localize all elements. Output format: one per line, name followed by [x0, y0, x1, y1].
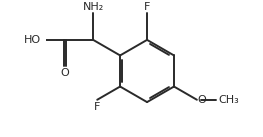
Text: O: O [60, 68, 69, 78]
Text: HO: HO [24, 35, 41, 45]
Text: NH₂: NH₂ [83, 2, 104, 12]
Text: F: F [94, 102, 100, 112]
Text: O: O [198, 95, 206, 105]
Text: F: F [144, 2, 150, 12]
Text: CH₃: CH₃ [218, 95, 239, 105]
